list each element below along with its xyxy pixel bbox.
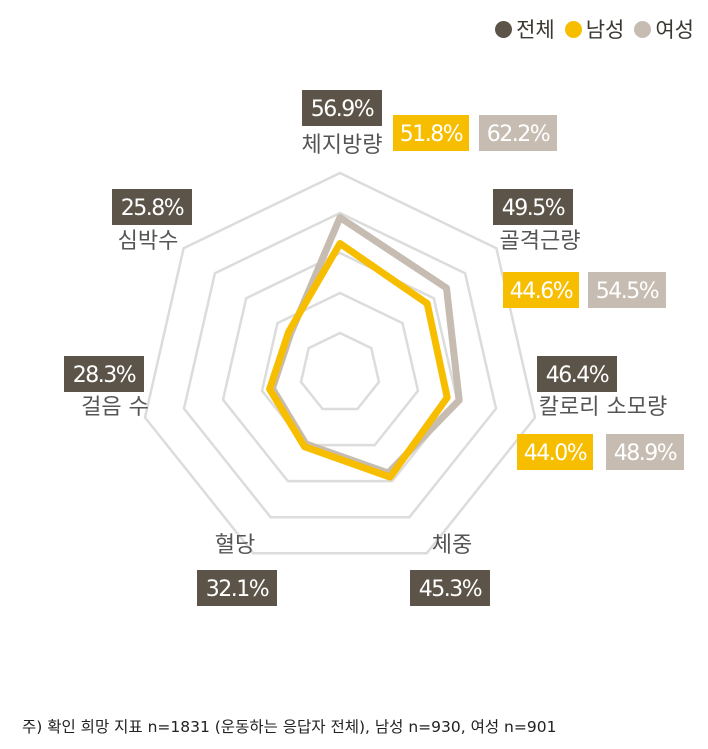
value-total-fat-mass: 56.9% bbox=[311, 97, 374, 122]
grid-ring-5 bbox=[143, 171, 537, 555]
legend: 전체 남성 여성 bbox=[495, 14, 694, 44]
value-total-weight: 45.3% bbox=[419, 577, 482, 602]
value-female-calorie-burn: 48.9% bbox=[614, 441, 677, 466]
axis-label-weight: 체중 bbox=[432, 533, 472, 558]
footnote: 주) 확인 희망 지표 n=1831 (운동하는 응답자 전체), 남성 n=9… bbox=[22, 718, 557, 736]
value-total-muscle-mass: 49.5% bbox=[502, 196, 565, 221]
axis-label-steps: 걸음 수 bbox=[81, 395, 149, 420]
value-total-weight-bg bbox=[410, 570, 490, 606]
legend-item-female: 여성 bbox=[634, 14, 694, 44]
value-male-calorie-burn: 44.0% bbox=[524, 441, 587, 466]
value-female-calorie-burn-bg bbox=[606, 434, 684, 470]
legend-item-male: 남성 bbox=[564, 14, 625, 44]
axis-label-heart-rate: 심박수 bbox=[118, 229, 179, 254]
axis-label-muscle-mass: 골격근량 bbox=[500, 229, 581, 254]
value-male-calorie-burn-bg bbox=[517, 434, 593, 470]
value-male-muscle-mass-bg bbox=[503, 272, 579, 308]
legend-label-male: 남성 bbox=[585, 18, 625, 42]
legend-label-total: 전체 bbox=[516, 18, 555, 42]
value-total-calorie-burn: 46.4% bbox=[546, 363, 609, 388]
value-total-calorie-burn-bg bbox=[537, 356, 617, 392]
value-female-fat-mass-bg bbox=[479, 115, 557, 151]
value-total-heart-rate: 25.8% bbox=[121, 196, 184, 221]
legend-dot-female bbox=[634, 20, 652, 38]
value-total-heart-rate-bg bbox=[112, 189, 192, 225]
legend-dot-total bbox=[495, 20, 513, 38]
axis-label-fat-mass: 체지방량 bbox=[302, 133, 383, 158]
axis-label-blood-sugar: 혈당 bbox=[215, 533, 255, 558]
value-female-muscle-mass: 54.5% bbox=[596, 279, 659, 304]
value-male-fat-mass: 51.8% bbox=[400, 122, 463, 147]
value-total-blood-sugar: 32.1% bbox=[206, 577, 269, 602]
legend-item-total: 전체 bbox=[495, 14, 555, 44]
legend-label-female: 여성 bbox=[655, 18, 694, 42]
value-total-blood-sugar-bg bbox=[197, 570, 277, 606]
grid-ring-2 bbox=[260, 291, 420, 447]
series-line-male bbox=[266, 240, 451, 481]
grid-ring-3 bbox=[221, 251, 459, 483]
axis-label-calorie-burn: 칼로리 소모량 bbox=[539, 395, 667, 420]
value-total-steps: 28.3% bbox=[73, 363, 136, 388]
value-female-muscle-mass-bg bbox=[588, 272, 666, 308]
grid-ring-1 bbox=[299, 331, 381, 411]
value-male-fat-mass-bg bbox=[393, 115, 469, 151]
grid-ring-4 bbox=[182, 211, 498, 519]
value-total-fat-mass-bg bbox=[302, 90, 382, 126]
legend-dot-male bbox=[564, 20, 582, 38]
value-total-muscle-mass-bg bbox=[493, 189, 573, 225]
value-female-fat-mass: 62.2% bbox=[487, 122, 550, 147]
value-total-steps-bg bbox=[64, 356, 144, 392]
value-male-muscle-mass: 44.6% bbox=[510, 279, 573, 304]
